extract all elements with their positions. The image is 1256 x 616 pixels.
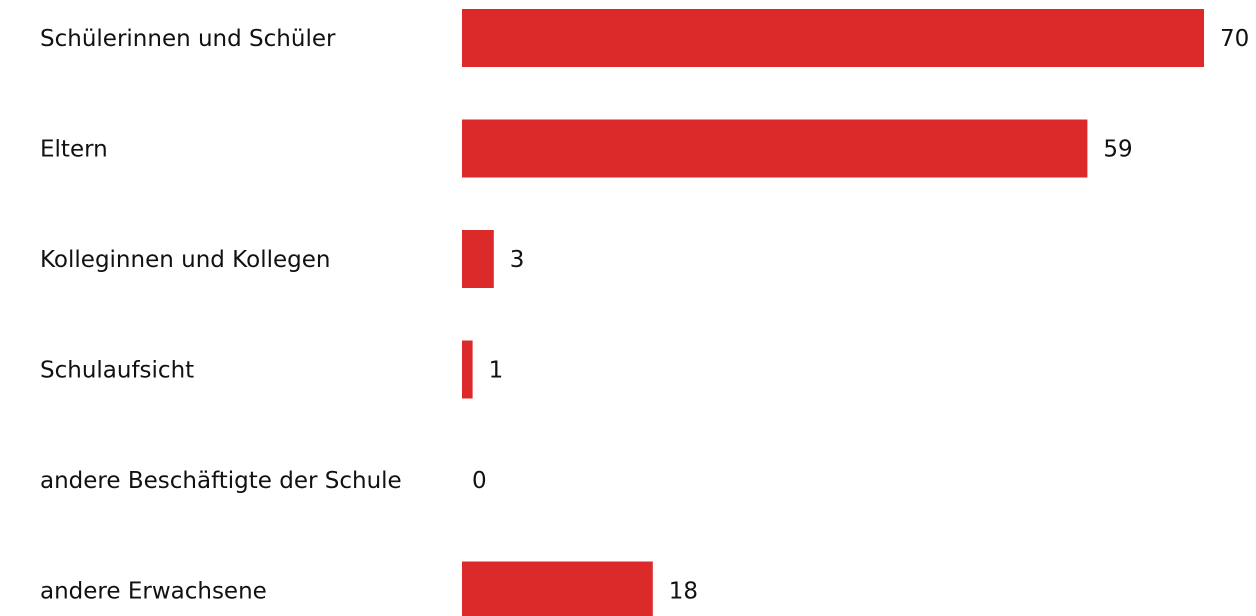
bar — [462, 230, 494, 288]
value-label: 70 — [1220, 26, 1249, 52]
value-label: 1 — [489, 358, 504, 384]
bar — [462, 561, 653, 616]
value-label: 0 — [472, 468, 487, 494]
category-label: Eltern — [40, 137, 108, 163]
category-label: Schulaufsicht — [40, 358, 194, 384]
category-label: Kolleginnen und Kollegen — [40, 247, 330, 273]
value-label: 3 — [510, 247, 525, 273]
value-label: 18 — [669, 579, 698, 605]
bar — [462, 119, 1088, 178]
bar — [462, 9, 1204, 67]
value-label: 59 — [1103, 137, 1132, 163]
category-label: Schülerinnen und Schüler — [40, 26, 336, 52]
category-label: andere Beschäftigte der Schule — [40, 468, 402, 494]
bar — [462, 340, 473, 399]
category-label: andere Erwachsene — [40, 579, 267, 605]
